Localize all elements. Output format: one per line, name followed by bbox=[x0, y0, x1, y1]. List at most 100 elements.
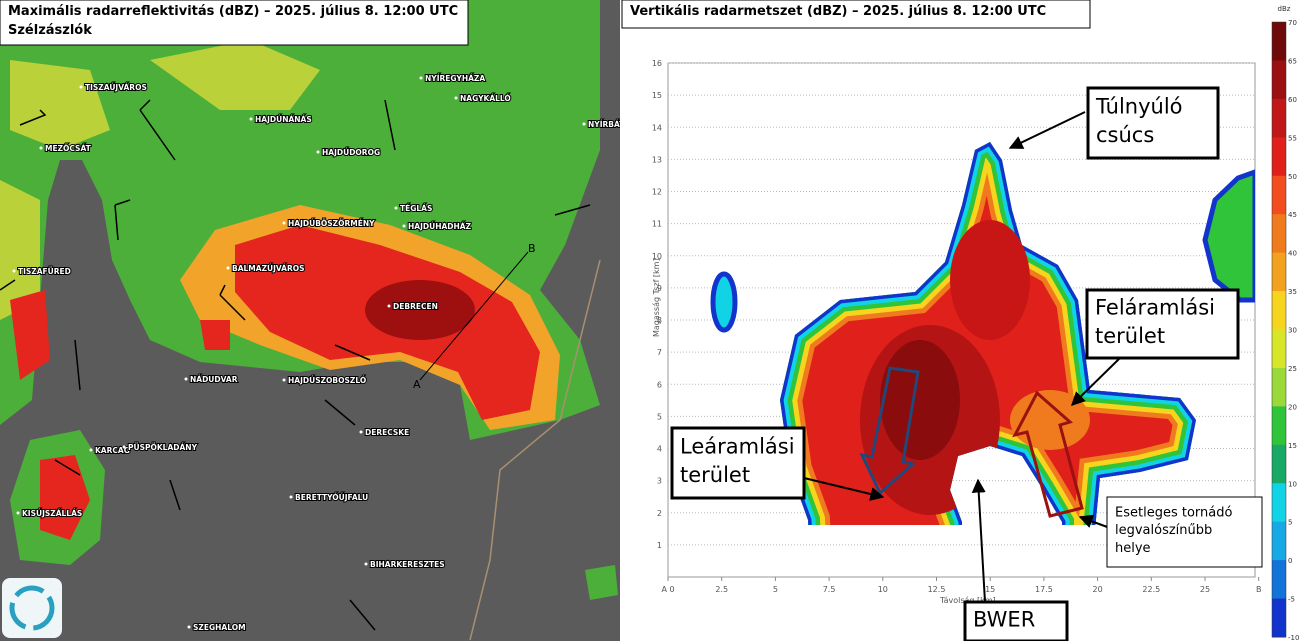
annotation-text: Leáramlási bbox=[680, 435, 795, 459]
place-marker bbox=[364, 562, 368, 566]
y-tick-label: 14 bbox=[652, 123, 662, 132]
x-tick-label: 5 bbox=[773, 585, 778, 594]
wind-barbs-part bbox=[219, 284, 246, 321]
place-marker bbox=[394, 206, 398, 210]
colorbar-unit: dBz bbox=[1278, 5, 1291, 13]
echo-edge-cell bbox=[1202, 169, 1255, 303]
x-tick-label: 20 bbox=[1093, 585, 1103, 594]
y-tick-label: 9 bbox=[657, 284, 662, 293]
echo-red bbox=[10, 290, 230, 540]
title-box bbox=[0, 0, 469, 46]
y-tick-label: 8 bbox=[657, 316, 662, 325]
echo-core bbox=[365, 280, 475, 340]
x-tick-label: 12.5 bbox=[928, 585, 946, 594]
annotation-text: terület bbox=[680, 463, 750, 487]
colorbar-tick: 10 bbox=[1288, 480, 1297, 488]
updraft-arrow bbox=[1012, 390, 1084, 518]
colorbar-tick: -5 bbox=[1288, 596, 1295, 604]
place-marker bbox=[249, 117, 253, 121]
annotation-box bbox=[1085, 288, 1240, 360]
place-marker bbox=[282, 378, 286, 382]
colorbar-swatch bbox=[1272, 252, 1286, 292]
annotation-text: csúcs bbox=[1096, 123, 1154, 147]
section-line bbox=[419, 251, 529, 381]
wind-barbs-part bbox=[334, 344, 371, 361]
colorbar-swatch bbox=[1272, 560, 1286, 600]
colorbar-tick: 20 bbox=[1288, 403, 1297, 411]
colorbar-tick: 65 bbox=[1288, 57, 1297, 65]
place-label: DERECSKE bbox=[365, 428, 409, 437]
place-label: PÜSPÖKLADÁNY bbox=[128, 443, 198, 452]
place-marker bbox=[122, 445, 126, 449]
map-subtitle: Szélzászlók bbox=[8, 23, 92, 38]
wind-barbs-part bbox=[139, 99, 176, 161]
place-marker bbox=[454, 96, 458, 100]
place-label: MEZŐCSÁT bbox=[45, 144, 92, 153]
section-point: A bbox=[413, 378, 421, 391]
colorbar-tick: 60 bbox=[1288, 96, 1297, 104]
colorbar-tick: 5 bbox=[1288, 519, 1292, 527]
colorbar-swatch bbox=[1272, 98, 1286, 138]
colorbar-swatch bbox=[1272, 521, 1286, 561]
place-label: HAJDÚSZOBOSZLÓ bbox=[288, 376, 366, 385]
y-tick-label: 16 bbox=[652, 59, 662, 68]
downdraft-arrow bbox=[859, 366, 920, 496]
x-tick-label: 17.5 bbox=[1035, 585, 1053, 594]
annotation-text: Esetleges tornádó bbox=[1115, 506, 1232, 521]
echo-small-cell bbox=[710, 271, 738, 333]
colorbar-swatch bbox=[1272, 137, 1286, 177]
annotation-arrow bbox=[1078, 514, 1111, 529]
colorbar-tick: 45 bbox=[1288, 211, 1297, 219]
annotation-box bbox=[1106, 496, 1263, 568]
y-tick-label: 12 bbox=[652, 188, 662, 197]
colorbar-swatch bbox=[1272, 367, 1286, 407]
colorbar-swatch bbox=[1272, 329, 1286, 369]
place-marker bbox=[187, 625, 191, 629]
section-point: B bbox=[528, 242, 536, 255]
y-tick-label: 11 bbox=[652, 220, 662, 229]
x-tick-label: 7.5 bbox=[823, 585, 836, 594]
colorbar-tick: 15 bbox=[1288, 442, 1297, 450]
wind-barbs-part bbox=[54, 459, 81, 476]
x-tick-label: 10 bbox=[878, 585, 888, 594]
wind-barbs-part bbox=[384, 99, 396, 151]
place-label: HAJDÚHADHÁZ bbox=[408, 222, 472, 231]
place-marker bbox=[402, 224, 406, 228]
annotation-text: BWER bbox=[973, 607, 1035, 631]
colorbar-tick: 30 bbox=[1288, 327, 1297, 335]
place-label: HAJDÚNÁNÁS bbox=[255, 115, 312, 124]
annotation-arrow bbox=[1008, 111, 1086, 149]
colorbar-swatch bbox=[1272, 444, 1286, 484]
annotation-box bbox=[963, 600, 1069, 641]
place-marker bbox=[359, 430, 363, 434]
place-label: DEBRECEN bbox=[393, 302, 438, 311]
map-title: Maximális radarreflektivitás (dBZ) – 202… bbox=[8, 4, 458, 19]
place-marker bbox=[282, 221, 286, 225]
road bbox=[469, 259, 601, 641]
annotation-arrow bbox=[1070, 357, 1121, 406]
colorbar-frame bbox=[1271, 21, 1287, 638]
echo-shape-part bbox=[880, 340, 960, 460]
place-label: TÉGLÁS bbox=[400, 204, 432, 213]
colorbar-tick: -10 bbox=[1288, 634, 1299, 641]
place-marker bbox=[79, 85, 83, 89]
annotation-text: terület bbox=[1095, 324, 1165, 348]
wind-barbs-part bbox=[74, 339, 81, 391]
colorbar-swatch bbox=[1272, 175, 1286, 215]
annotation-text: helye bbox=[1115, 541, 1151, 556]
colorbar-swatch bbox=[1272, 483, 1286, 523]
y-tick-label: 6 bbox=[657, 380, 662, 389]
y-tick-label: 7 bbox=[657, 348, 662, 357]
annotation-box bbox=[670, 426, 806, 500]
place-label: HAJDÚBÖSZÖRMÉNY bbox=[288, 219, 375, 228]
colorbar-tick: 25 bbox=[1288, 365, 1297, 373]
echo-shape-part bbox=[950, 220, 1030, 340]
x-tick-label: B bbox=[1256, 585, 1262, 594]
wind-barbs-part bbox=[324, 399, 356, 426]
colorbar-swatch bbox=[1272, 291, 1286, 330]
annotation-arrow bbox=[803, 477, 885, 501]
place-label: NYÍRBÁT bbox=[588, 120, 625, 129]
